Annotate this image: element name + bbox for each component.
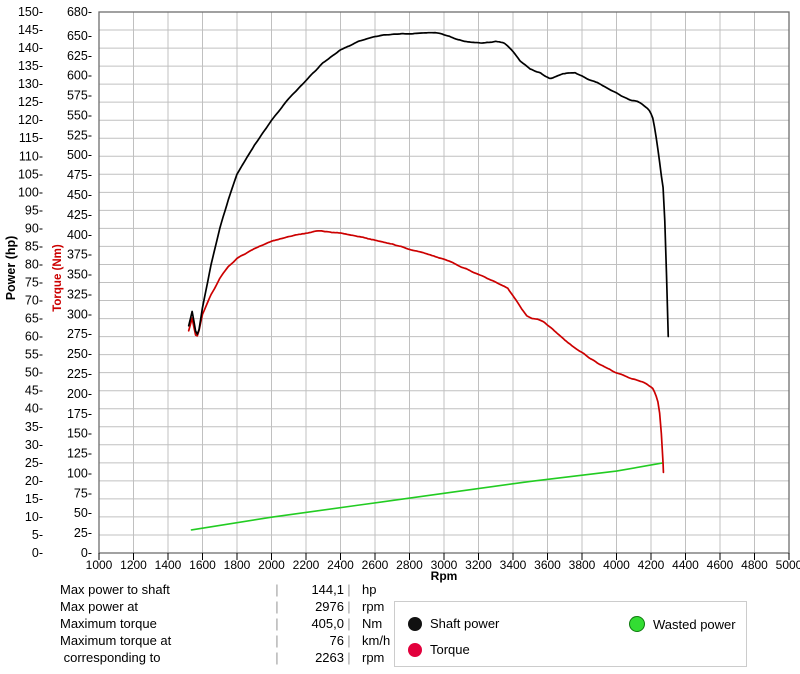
svg-text:75-: 75- [25, 276, 43, 290]
svg-text:120-: 120- [18, 113, 43, 127]
svg-text:3800: 3800 [569, 558, 596, 572]
svg-text:55-: 55- [25, 348, 43, 362]
svg-text:500-: 500- [67, 148, 92, 162]
svg-text:200-: 200- [67, 387, 92, 401]
svg-text:1000: 1000 [86, 558, 113, 572]
svg-text:2400: 2400 [327, 558, 354, 572]
svg-text:15-: 15- [25, 492, 43, 506]
svg-text:300-: 300- [67, 307, 92, 321]
svg-text:1200: 1200 [120, 558, 147, 572]
svg-text:85-: 85- [25, 239, 43, 253]
svg-text:625-: 625- [67, 49, 92, 63]
svg-text:80-: 80- [25, 257, 43, 271]
svg-text:400-: 400- [67, 228, 92, 242]
svg-text:4400: 4400 [672, 558, 699, 572]
svg-text:150-: 150- [67, 427, 92, 441]
svg-text:550-: 550- [67, 108, 92, 122]
svg-text:125-: 125- [67, 447, 92, 461]
svg-text:65-: 65- [25, 312, 43, 326]
svg-text:4800: 4800 [741, 558, 768, 572]
svg-text:3600: 3600 [534, 558, 561, 572]
svg-text:90-: 90- [25, 221, 43, 235]
svg-text:1600: 1600 [189, 558, 216, 572]
svg-text:325-: 325- [67, 287, 92, 301]
svg-text:95-: 95- [25, 203, 43, 217]
svg-text:600-: 600- [67, 69, 92, 83]
svg-text:5-: 5- [32, 528, 43, 542]
svg-text:2600: 2600 [362, 558, 389, 572]
svg-text:45-: 45- [25, 384, 43, 398]
svg-text:0-: 0- [32, 546, 43, 560]
svg-text:135-: 135- [18, 59, 43, 73]
svg-text:375-: 375- [67, 248, 92, 262]
svg-text:450-: 450- [67, 188, 92, 202]
svg-text:350-: 350- [67, 268, 92, 282]
svg-text:1400: 1400 [155, 558, 182, 572]
svg-text:110-: 110- [19, 149, 43, 163]
svg-text:650-: 650- [67, 29, 92, 43]
svg-text:10-: 10- [25, 510, 43, 524]
svg-text:100-: 100- [67, 466, 92, 480]
svg-text:4200: 4200 [638, 558, 665, 572]
svg-text:75-: 75- [74, 486, 92, 500]
svg-text:5000: 5000 [776, 558, 800, 572]
svg-text:70-: 70- [25, 294, 43, 308]
svg-text:680-: 680- [67, 5, 92, 19]
svg-text:575-: 575- [67, 89, 92, 103]
svg-text:40-: 40- [25, 402, 43, 416]
svg-text:115-: 115- [19, 131, 43, 145]
svg-text:525-: 525- [67, 128, 92, 142]
svg-text:130-: 130- [18, 77, 43, 91]
svg-text:4000: 4000 [603, 558, 630, 572]
svg-text:35-: 35- [25, 420, 43, 434]
svg-text:175-: 175- [67, 407, 92, 421]
svg-text:30-: 30- [25, 438, 43, 452]
svg-text:105-: 105- [18, 167, 43, 181]
svg-text:3400: 3400 [500, 558, 527, 572]
svg-text:150-: 150- [18, 5, 43, 19]
svg-text:145-: 145- [18, 23, 43, 37]
svg-text:125-: 125- [18, 95, 43, 109]
svg-text:2200: 2200 [293, 558, 320, 572]
svg-text:475-: 475- [67, 168, 92, 182]
svg-text:1800: 1800 [224, 558, 251, 572]
svg-text:4600: 4600 [707, 558, 734, 572]
svg-text:100-: 100- [18, 185, 43, 199]
svg-text:275-: 275- [67, 327, 92, 341]
svg-text:25-: 25- [25, 456, 43, 470]
svg-text:250-: 250- [67, 347, 92, 361]
svg-text:50-: 50- [25, 366, 43, 380]
svg-text:60-: 60- [25, 330, 43, 344]
svg-text:20-: 20- [25, 474, 43, 488]
svg-text:425-: 425- [67, 208, 92, 222]
svg-text:25-: 25- [74, 526, 92, 540]
svg-text:140-: 140- [18, 41, 43, 55]
svg-text:2000: 2000 [258, 558, 285, 572]
svg-text:225-: 225- [67, 367, 92, 381]
svg-text:50-: 50- [74, 506, 92, 520]
